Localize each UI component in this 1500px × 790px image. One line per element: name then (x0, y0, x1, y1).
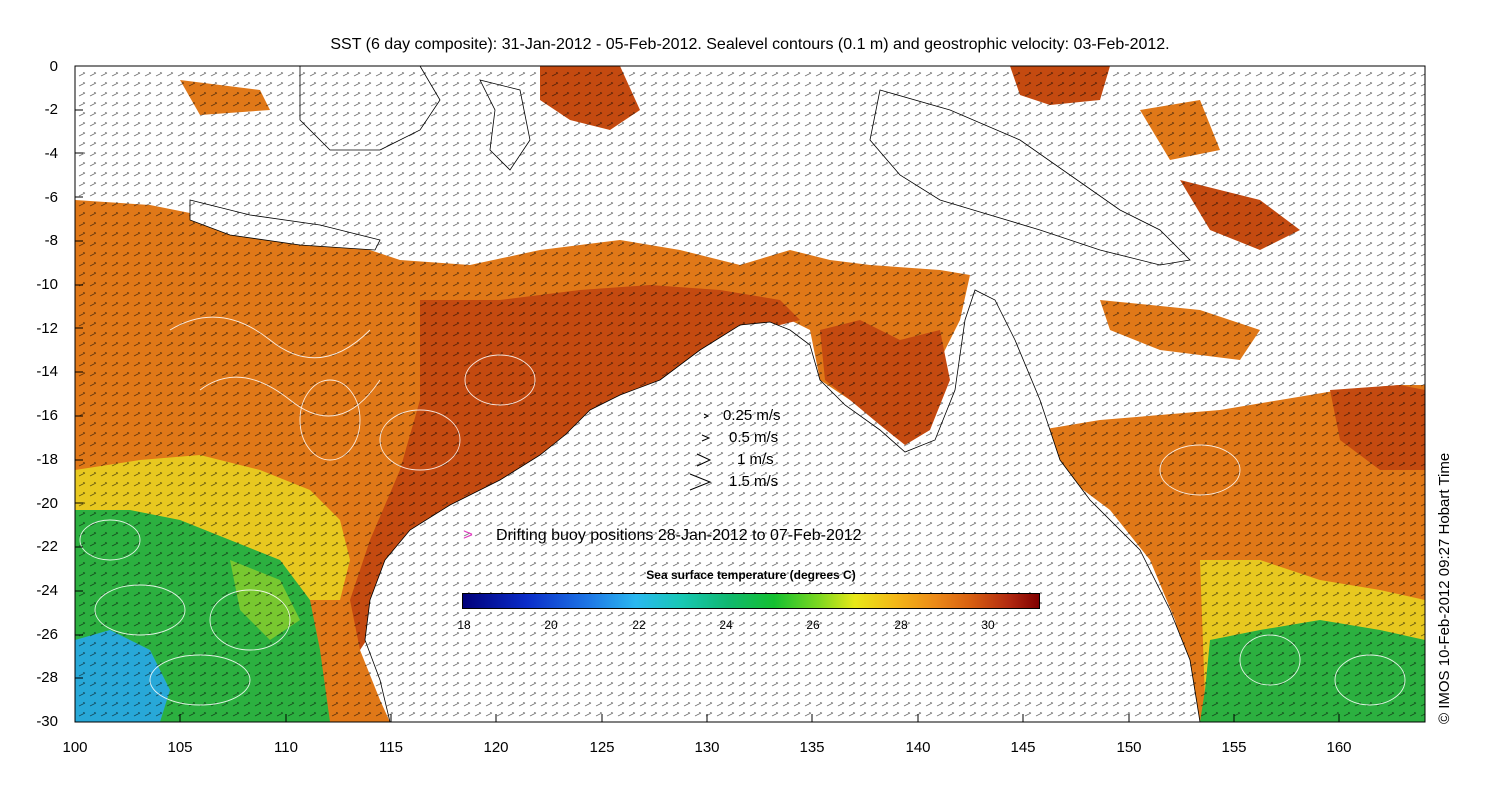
buoy-marker-icon: > (463, 525, 473, 544)
y-tick-label: -24 (36, 582, 58, 599)
colorbar-tick: 18 (457, 618, 471, 632)
arrow-1-5 (689, 473, 712, 491)
colorbar-tick: 30 (981, 618, 995, 632)
axis-ticks (75, 65, 1340, 722)
y-tick-label: -20 (36, 495, 58, 512)
velocity-legend-label: 0.25 m/s (723, 407, 781, 424)
colorbar-tick: 20 (544, 618, 558, 632)
y-tick-label: -14 (36, 363, 58, 380)
x-tick-label: 105 (167, 739, 193, 756)
y-tick-label: -12 (36, 320, 58, 337)
x-tick-label: 115 (379, 739, 403, 756)
sst-colorbar (462, 593, 1040, 609)
colorbar-tick: 28 (894, 618, 908, 632)
y-tick-label: -4 (44, 145, 58, 162)
plot-frame (74, 65, 1426, 723)
y-tick-label: -18 (36, 451, 58, 468)
arrow-0-25 (703, 413, 710, 419)
x-tick-label: 100 (62, 739, 88, 756)
x-tick-label: 120 (483, 739, 509, 756)
y-tick-label: -6 (44, 189, 58, 206)
colorbar-tick: 24 (719, 618, 733, 632)
y-tick-label: -28 (36, 669, 58, 686)
x-tick-label: 150 (1116, 739, 1142, 756)
x-tick-label: 125 (589, 739, 615, 756)
colorbar-title: Sea surface temperature (degrees C) (646, 568, 856, 582)
arrow-0-5 (701, 434, 711, 442)
x-tick-label: 160 (1326, 739, 1352, 756)
y-tick-label: -10 (36, 276, 58, 293)
y-tick-label: -16 (36, 407, 58, 424)
x-tick-label: 155 (1221, 739, 1247, 756)
colorbar-tick: 22 (632, 618, 646, 632)
y-tick-label: -22 (36, 538, 58, 555)
velocity-legend-label: 0.5 m/s (729, 429, 779, 446)
x-tick-label: 130 (694, 739, 720, 756)
y-tick-label: -2 (44, 101, 58, 118)
sealevel-contours (79, 316, 1406, 706)
arrow-1 (696, 453, 712, 467)
x-tick-label: 110 (274, 739, 298, 756)
velocity-legend-label: 1 m/s (737, 451, 774, 468)
x-tick-label: 140 (905, 739, 931, 756)
y-tick-label: 0 (49, 58, 58, 75)
map-title: SST (6 day composite): 31-Jan-2012 - 05-… (330, 36, 1170, 53)
colorbar-tick: 26 (806, 618, 820, 632)
x-tick-label: 135 (799, 739, 825, 756)
velocity-legend-label: 1.5 m/s (729, 473, 779, 490)
velocity-arrows (75, 66, 1425, 722)
velocity-legend-arrows (689, 413, 712, 491)
y-tick-label: -8 (44, 232, 58, 249)
copyright-notice: © IMOS 10-Feb-2012 09:27 Hobart Time (1436, 452, 1453, 724)
x-tick-label: 145 (1010, 739, 1036, 756)
y-tick-label: -30 (36, 713, 58, 730)
y-tick-label: -26 (36, 626, 58, 643)
buoy-legend-label: Drifting buoy positions 28-Jan-2012 to 0… (496, 527, 862, 544)
